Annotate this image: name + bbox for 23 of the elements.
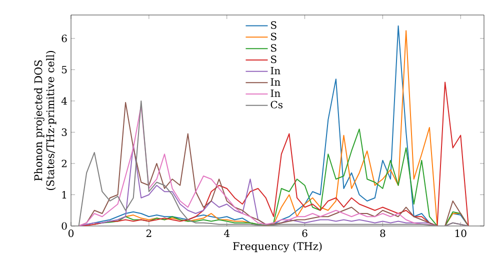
x-tick-label: 6 [302, 230, 308, 238]
legend-label: S [271, 56, 276, 64]
y-tick-label: 6 [62, 34, 67, 42]
legend-label: S [271, 32, 276, 40]
y-tick-label: 2 [62, 160, 66, 168]
legend-label: In [270, 78, 280, 86]
x-tick-label: 10 [455, 230, 466, 238]
x-axis-title: Frequency (THz) [233, 242, 322, 252]
y-tick-label: 5 [62, 66, 67, 74]
legend-label: S [271, 44, 276, 52]
legend-label: In [270, 66, 280, 74]
x-tick-label: 2 [146, 230, 152, 237]
legend-label: Cs [270, 100, 282, 108]
x-tick-label: 4 [224, 230, 230, 237]
y-tick-label: 1 [62, 191, 66, 198]
y-tick-label: 3 [62, 128, 67, 136]
x-tick-label: 8 [380, 230, 386, 238]
legend-label: In [270, 90, 280, 97]
y-axis-title: Phonon projected DOS (States/THz·primitive cell) [34, 50, 56, 190]
y-tick-label: 0 [62, 222, 67, 230]
legend-label: S [271, 21, 276, 29]
x-tick-label: 0 [68, 230, 74, 238]
y-tick-label: 4 [61, 97, 67, 105]
